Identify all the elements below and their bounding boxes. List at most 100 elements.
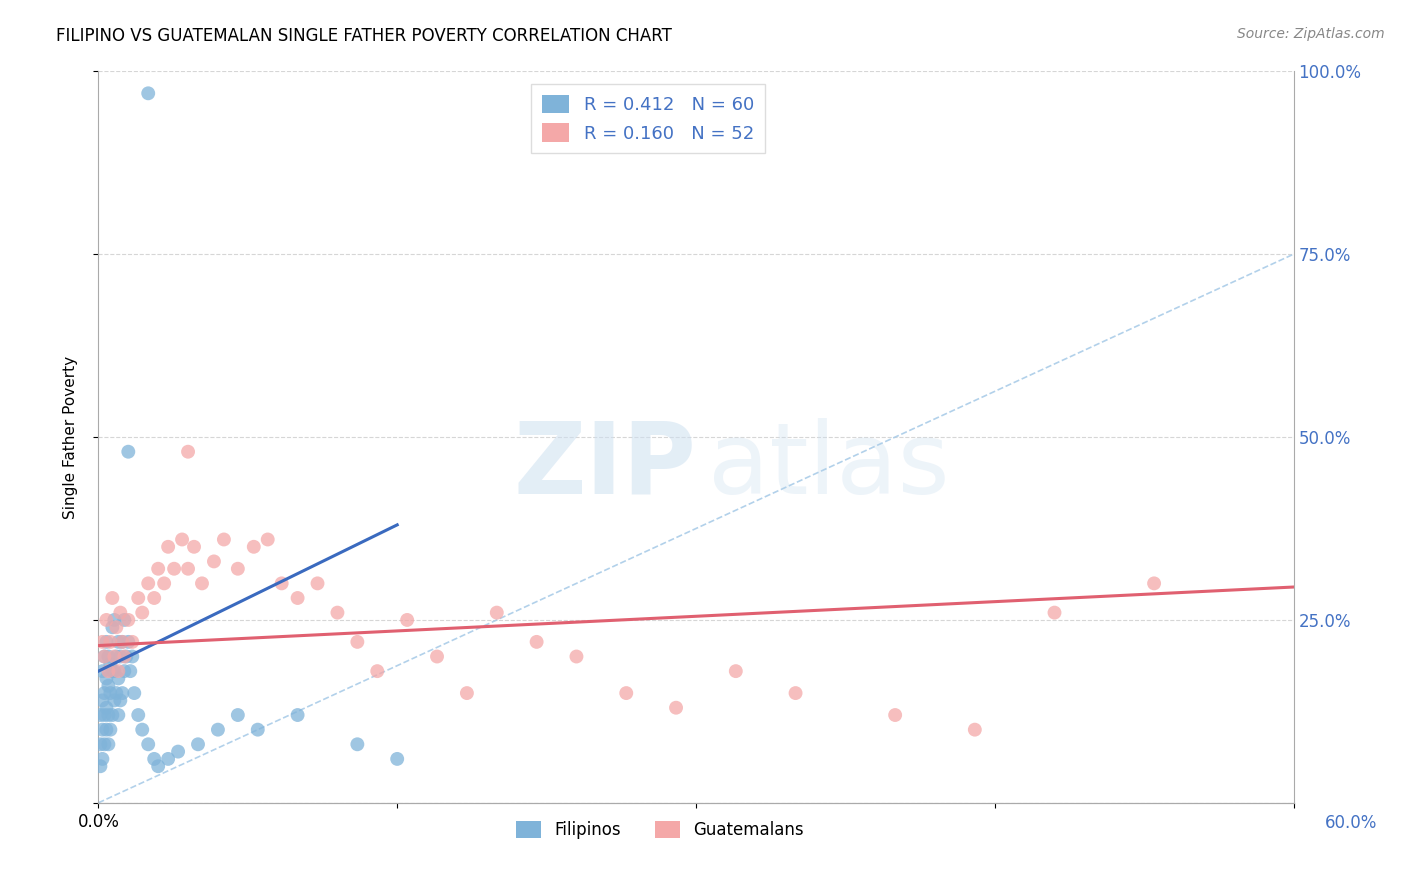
Point xyxy=(91,723,114,737)
Point xyxy=(101,708,124,723)
Y-axis label: Single Father Poverty: Single Father Poverty xyxy=(63,356,77,518)
Point xyxy=(207,723,229,737)
Point xyxy=(136,737,159,751)
Point xyxy=(97,737,120,751)
Point xyxy=(177,562,200,576)
Point xyxy=(91,693,114,707)
Point xyxy=(148,759,170,773)
Point xyxy=(177,444,200,458)
Point xyxy=(96,635,118,649)
Point xyxy=(115,649,138,664)
Point xyxy=(202,554,225,568)
Point xyxy=(103,664,125,678)
Point xyxy=(183,540,205,554)
Text: FILIPINO VS GUATEMALAN SINGLE FATHER POVERTY CORRELATION CHART: FILIPINO VS GUATEMALAN SINGLE FATHER POV… xyxy=(56,27,672,45)
Point xyxy=(101,620,124,634)
Point xyxy=(96,723,118,737)
Point xyxy=(385,752,409,766)
Point xyxy=(226,562,249,576)
Point xyxy=(101,591,124,605)
Point xyxy=(111,635,134,649)
Point xyxy=(187,737,209,751)
Point xyxy=(226,708,249,723)
Point xyxy=(93,737,115,751)
Point xyxy=(212,533,235,547)
Point xyxy=(485,606,508,620)
Point xyxy=(131,606,153,620)
Point xyxy=(101,664,124,678)
Point xyxy=(124,686,146,700)
Point xyxy=(120,664,142,678)
Point xyxy=(724,664,747,678)
Point xyxy=(172,533,194,547)
Point xyxy=(256,533,278,547)
Point xyxy=(97,679,120,693)
Point xyxy=(112,649,135,664)
Point xyxy=(96,672,118,686)
Point xyxy=(98,657,122,671)
Point xyxy=(97,708,120,723)
Point xyxy=(89,708,111,723)
Point xyxy=(103,649,125,664)
Point xyxy=(167,745,190,759)
Point xyxy=(963,723,986,737)
Point xyxy=(143,591,166,605)
Point xyxy=(396,613,419,627)
Point xyxy=(143,752,166,766)
Point xyxy=(121,649,143,664)
Point xyxy=(148,562,170,576)
Point xyxy=(136,87,159,101)
Point xyxy=(884,708,907,723)
Point xyxy=(526,635,548,649)
Point xyxy=(91,635,114,649)
Point xyxy=(91,664,114,678)
Point xyxy=(107,708,129,723)
Point xyxy=(326,606,349,620)
Point xyxy=(97,649,120,664)
Point xyxy=(105,620,128,634)
Point xyxy=(287,708,309,723)
Point xyxy=(366,664,388,678)
Point xyxy=(346,635,368,649)
Point xyxy=(107,672,129,686)
Point xyxy=(110,649,132,664)
Point xyxy=(243,540,266,554)
Point xyxy=(93,686,115,700)
Point xyxy=(157,540,180,554)
Point xyxy=(136,576,159,591)
Point xyxy=(117,613,139,627)
Point xyxy=(191,576,214,591)
Point xyxy=(131,723,153,737)
Point xyxy=(163,562,186,576)
Point xyxy=(110,693,132,707)
Point xyxy=(105,649,128,664)
Point xyxy=(117,444,139,458)
Legend: Filipinos, Guatemalans: Filipinos, Guatemalans xyxy=(510,814,810,846)
Point xyxy=(91,752,114,766)
Text: atlas: atlas xyxy=(709,417,949,515)
Text: 60.0%: 60.0% xyxy=(1324,814,1376,832)
Point xyxy=(89,759,111,773)
Point xyxy=(346,737,368,751)
Point xyxy=(1043,606,1066,620)
Point xyxy=(97,664,120,678)
Point xyxy=(93,649,115,664)
Point xyxy=(112,613,135,627)
Point xyxy=(89,737,111,751)
Point xyxy=(307,576,329,591)
Point xyxy=(614,686,637,700)
Point xyxy=(96,700,118,714)
Point xyxy=(456,686,478,700)
Point xyxy=(105,686,128,700)
Point xyxy=(127,708,149,723)
Point xyxy=(117,635,139,649)
Point xyxy=(107,664,129,678)
Point xyxy=(121,635,143,649)
Point xyxy=(103,693,125,707)
Point xyxy=(785,686,807,700)
Point xyxy=(565,649,588,664)
Point xyxy=(665,700,688,714)
Point xyxy=(107,635,129,649)
Point xyxy=(112,664,135,678)
Point xyxy=(153,576,176,591)
